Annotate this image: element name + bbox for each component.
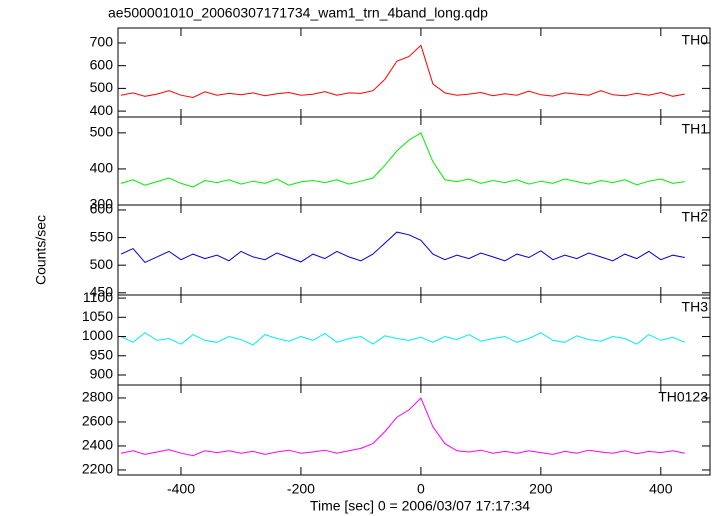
y-axis-label: Counts/sec [33, 215, 49, 285]
x-tick-label: 200 [529, 481, 553, 497]
y-tick-label: 550 [90, 228, 114, 244]
panel-frame [117, 204, 711, 296]
series-line [120, 44, 685, 99]
x-tick-label: 400 [649, 481, 673, 497]
panel-label: TH1 [682, 121, 709, 137]
y-tick-label: 1000 [82, 327, 113, 343]
y-tick-label: 600 [90, 201, 114, 217]
x-tick-label: -200 [287, 481, 315, 497]
x-axis-label: Time [sec] 0 = 2006/03/07 17:17:34 [310, 498, 530, 514]
y-tick-label: 600 [90, 56, 114, 72]
y-tick-label: 2400 [82, 437, 113, 453]
y-tick-label: 2600 [82, 413, 113, 429]
panel-label: TH0 [682, 32, 709, 48]
panel-frame [117, 384, 711, 476]
panel-label: TH0123 [658, 389, 708, 405]
y-tick-label: 2800 [82, 389, 113, 405]
y-tick-label: 2200 [82, 461, 113, 477]
series-line [120, 397, 685, 457]
x-tick-label: -400 [167, 481, 195, 497]
y-tick-label: 900 [90, 366, 114, 382]
y-tick-label: 500 [90, 256, 114, 272]
x-tick-label: 0 [417, 481, 425, 497]
series-line [120, 231, 685, 264]
panel-frame [117, 294, 711, 386]
y-tick-label: 450 [90, 283, 114, 299]
chart-title: ae500001010_20060307171734_wam1_trn_4ban… [108, 5, 488, 21]
series-line [120, 332, 685, 346]
series-line [120, 132, 685, 188]
y-tick-label: 1050 [82, 308, 113, 324]
y-tick-label: 500 [90, 79, 114, 95]
y-tick-label: 400 [90, 160, 114, 176]
y-tick-label: 400 [90, 102, 114, 118]
y-tick-label: 950 [90, 346, 114, 362]
y-tick-label: 700 [90, 34, 114, 50]
panel-frame [117, 116, 711, 206]
y-tick-label: 300 [90, 196, 114, 212]
panel-label: TH3 [682, 299, 709, 315]
y-tick-label: 500 [90, 124, 114, 140]
y-tick-label: 1100 [83, 289, 113, 305]
panel-frame [117, 27, 711, 118]
panel-label: TH2 [682, 209, 709, 225]
